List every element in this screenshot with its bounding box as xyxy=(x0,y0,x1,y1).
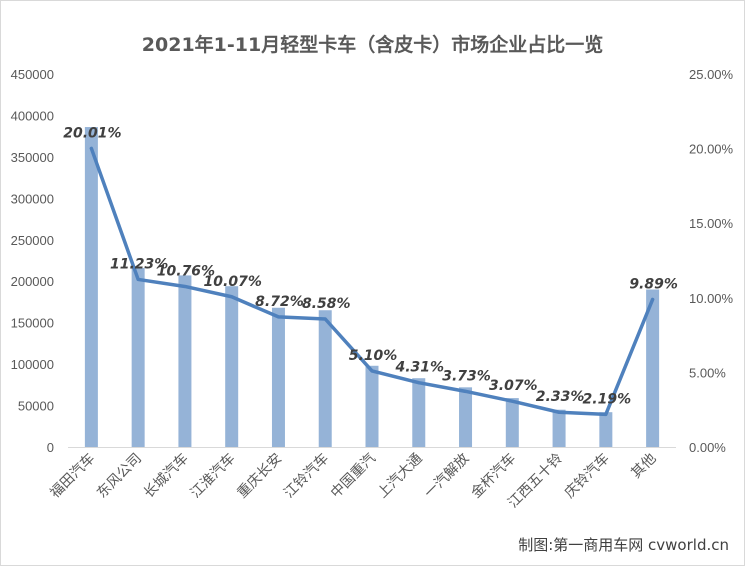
category-label-2: 长城汽车 xyxy=(140,450,192,502)
data-label-8: 3.73% xyxy=(442,368,491,384)
category-label-1: 东风公司 xyxy=(94,451,145,502)
y-left-tick-label: 350000 xyxy=(11,150,54,165)
bar-12 xyxy=(646,289,660,447)
data-label-12: 9.89% xyxy=(629,276,678,292)
data-label-2: 10.76% xyxy=(157,263,215,279)
bar-1 xyxy=(131,267,145,447)
data-label-10: 2.33% xyxy=(536,389,585,405)
data-label-7: 4.31% xyxy=(394,360,444,376)
y-right-tick-label: 10.00% xyxy=(689,291,734,306)
data-label-9: 3.07% xyxy=(489,378,538,394)
y-left-tick-label: 100000 xyxy=(11,357,54,372)
category-label-6: 中国重汽 xyxy=(328,451,379,502)
bar-6 xyxy=(365,365,379,447)
data-label-1: 11.23% xyxy=(110,256,168,272)
y-right-tick-label: 0.00% xyxy=(689,440,726,455)
bar-7 xyxy=(412,378,426,447)
line-point-2 xyxy=(183,284,187,288)
source-credit: 制图:第一商用车网 cvworld.cn xyxy=(518,536,729,554)
data-label-4: 8.72% xyxy=(255,294,304,310)
category-label-12: 其他 xyxy=(628,451,659,482)
data-label-3: 10.07% xyxy=(204,274,262,290)
y-left-tick-label: 300000 xyxy=(11,191,54,206)
line-point-5 xyxy=(323,317,327,321)
bar-10 xyxy=(552,409,566,447)
line-point-10 xyxy=(557,410,561,414)
category-label-8: 一汽解放 xyxy=(421,451,472,502)
y-left-tick-label: 250000 xyxy=(11,233,54,248)
chart-title: 2021年1-11月轻型卡车（含皮卡）市场企业占比一览 xyxy=(141,34,604,56)
line-point-11 xyxy=(604,412,608,416)
y-left-tick-label: 400000 xyxy=(11,108,54,123)
y-right-tick-label: 25.00% xyxy=(689,67,734,82)
line-point-12 xyxy=(651,297,655,301)
data-label-6: 5.10% xyxy=(349,348,398,364)
line-point-9 xyxy=(510,399,514,403)
category-label-0: 福田汽车 xyxy=(47,450,99,502)
y-left-tick-label: 150000 xyxy=(11,316,54,331)
data-label-0: 20.01% xyxy=(63,125,121,141)
category-label-7: 上汽大通 xyxy=(375,451,426,502)
category-label-5: 江铃汽车 xyxy=(280,450,332,502)
bar-9 xyxy=(505,398,519,447)
category-label-11: 庆铃汽车 xyxy=(561,450,613,502)
line-point-8 xyxy=(464,389,468,393)
line-point-0 xyxy=(89,146,93,150)
bar-11 xyxy=(599,412,613,447)
line-point-3 xyxy=(230,295,234,299)
line-point-6 xyxy=(370,369,374,373)
category-label-3: 江淮汽车 xyxy=(187,450,239,502)
bar-0 xyxy=(84,127,98,447)
data-label-5: 8.58% xyxy=(302,296,351,312)
bar-4 xyxy=(271,307,285,447)
bar-3 xyxy=(225,286,239,447)
y-right-tick-label: 20.00% xyxy=(689,142,734,157)
bar-8 xyxy=(459,387,473,447)
y-left-tick-label: 200000 xyxy=(11,274,54,289)
bar-5 xyxy=(318,310,332,447)
y-left-tick-label: 450000 xyxy=(11,67,54,82)
category-label-4: 重庆长安 xyxy=(234,451,285,502)
y-right-tick-label: 15.00% xyxy=(689,216,734,231)
y-left-tick-label: 50000 xyxy=(18,399,54,414)
line-point-1 xyxy=(136,277,140,281)
bar-2 xyxy=(178,275,192,447)
data-label-11: 2.19% xyxy=(583,391,632,407)
y-right-tick-label: 5.00% xyxy=(689,365,726,380)
line-point-4 xyxy=(276,315,280,319)
y-left-tick-label: 0 xyxy=(47,440,54,455)
line-point-7 xyxy=(417,381,421,385)
